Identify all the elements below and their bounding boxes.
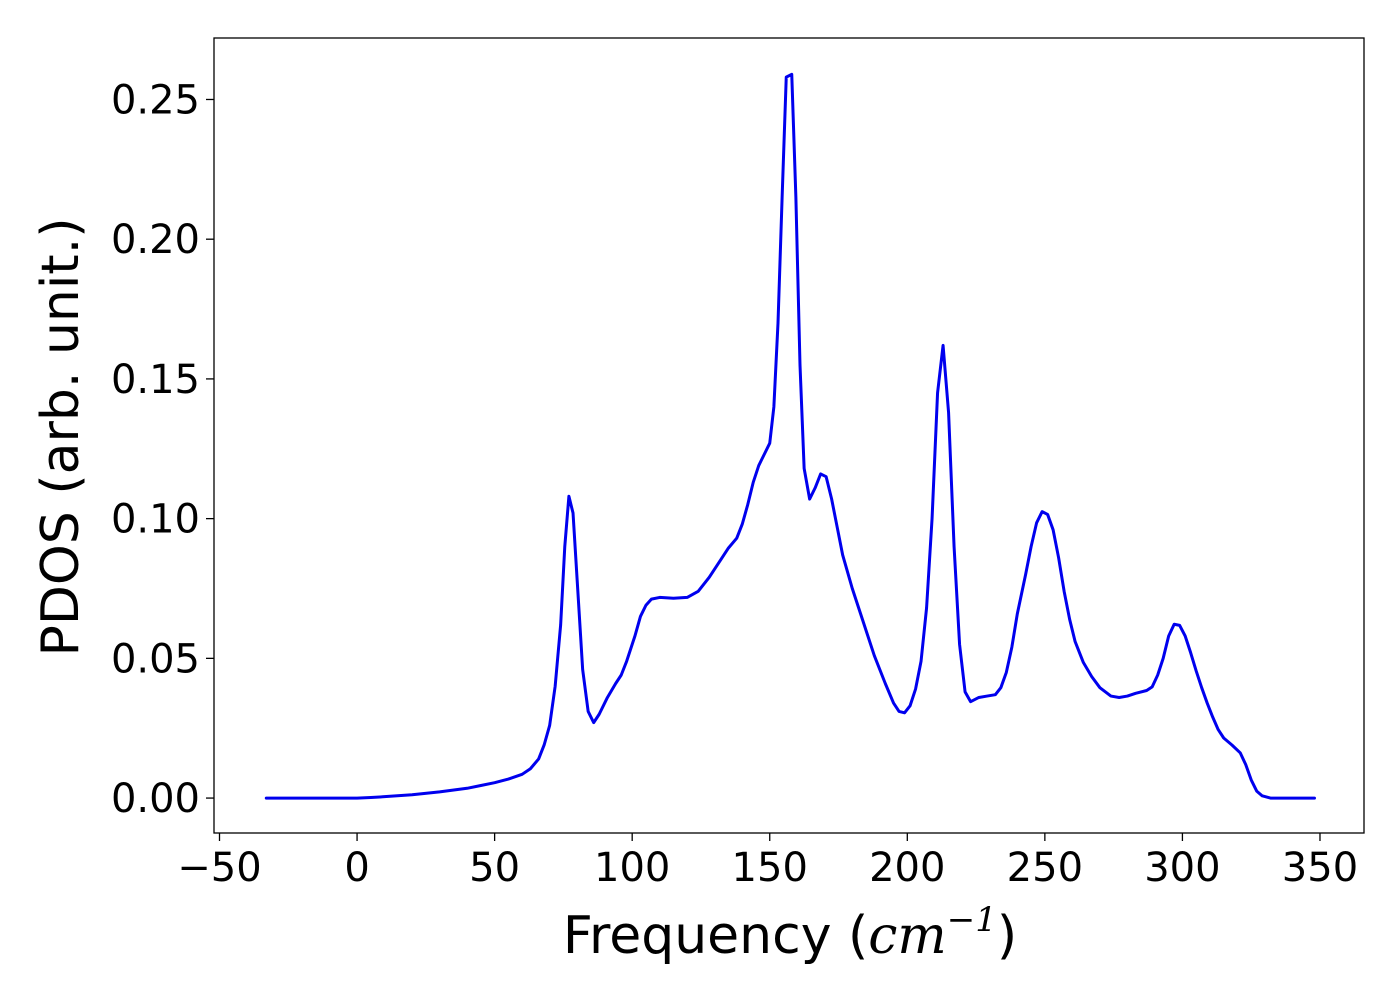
y-axis-label: PDOS (arb. unit.): [31, 217, 91, 656]
series-line: [264, 72, 1316, 800]
y-tick-label: 0.05: [111, 636, 200, 682]
x-axis-label: Frequency (cm−1): [563, 900, 1017, 966]
x-tick-label: −50: [177, 845, 261, 891]
x-tick-label: 150: [732, 845, 808, 891]
y-tick-label: 0.10: [111, 497, 200, 543]
x-tick-label: 200: [869, 845, 945, 891]
y-tick-label: 0.20: [111, 217, 200, 263]
x-tick-label: 300: [1144, 845, 1220, 891]
y-axis: 0.00 0.05 0.10 0.15 0.20 0.25: [111, 77, 214, 822]
x-axis: −50 0 50 100 150 200 250 300 350: [177, 833, 1358, 891]
x-tick-label: 50: [469, 845, 520, 891]
x-tick-label: 100: [594, 845, 670, 891]
y-tick-label: 0.15: [111, 357, 200, 403]
x-tick-label: 250: [1007, 845, 1083, 891]
x-tick-label: 350: [1282, 845, 1358, 891]
x-tick-label: 0: [344, 845, 369, 891]
plot-frame: [213, 37, 1365, 834]
y-tick-label: 0.00: [111, 776, 200, 822]
y-tick-label: 0.25: [111, 77, 200, 123]
